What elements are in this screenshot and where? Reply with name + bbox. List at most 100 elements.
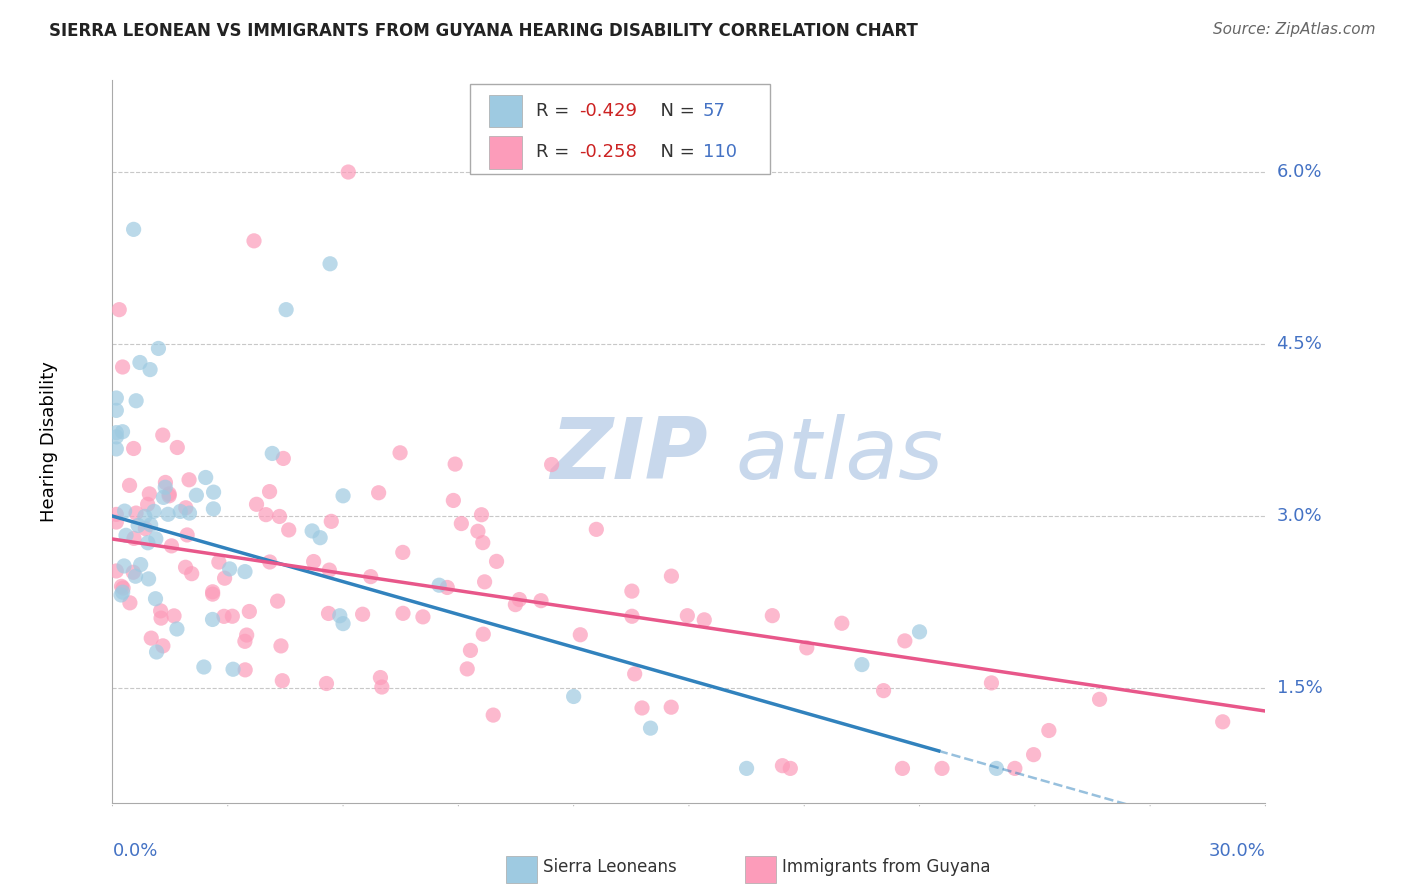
- Point: [105, 403, 128, 417]
- Text: N =: N =: [648, 144, 700, 161]
- Point: [470, 508, 492, 522]
- Point: [238, 605, 260, 619]
- Point: [392, 607, 415, 621]
- Point: [540, 458, 562, 472]
- Point: [371, 680, 394, 694]
- Point: [136, 535, 159, 549]
- Point: [110, 579, 132, 593]
- Point: [208, 555, 231, 569]
- Point: [254, 508, 277, 522]
- Text: Immigrants from Guyana: Immigrants from Guyana: [782, 858, 990, 876]
- Point: [201, 587, 224, 601]
- Point: [186, 488, 208, 502]
- Point: [352, 607, 374, 622]
- Point: [176, 528, 198, 542]
- Point: [166, 622, 188, 636]
- Point: [134, 522, 156, 536]
- Point: [152, 491, 174, 505]
- FancyBboxPatch shape: [489, 95, 522, 127]
- Point: [141, 631, 163, 645]
- Point: [508, 592, 530, 607]
- Point: [122, 442, 145, 456]
- Point: [148, 342, 170, 356]
- Point: [139, 362, 162, 376]
- Point: [831, 616, 853, 631]
- Point: [233, 634, 256, 648]
- Point: [174, 500, 197, 515]
- Point: [212, 609, 235, 624]
- Point: [661, 569, 683, 583]
- Point: [321, 514, 343, 528]
- Point: [444, 457, 467, 471]
- Point: [412, 610, 434, 624]
- Point: [105, 508, 128, 522]
- Point: [505, 598, 527, 612]
- Text: R =: R =: [536, 102, 575, 120]
- Point: [145, 645, 167, 659]
- Point: [389, 446, 412, 460]
- Point: [676, 608, 699, 623]
- Point: [136, 497, 159, 511]
- Point: [122, 532, 145, 546]
- Text: 6.0%: 6.0%: [1277, 163, 1322, 181]
- Point: [152, 428, 174, 442]
- Point: [620, 609, 643, 624]
- Point: [114, 504, 136, 518]
- Point: [450, 516, 472, 531]
- Point: [318, 607, 340, 621]
- FancyBboxPatch shape: [489, 136, 522, 169]
- Point: [105, 515, 128, 529]
- Point: [631, 701, 654, 715]
- Point: [735, 761, 758, 775]
- Point: [122, 222, 145, 236]
- Point: [129, 558, 152, 572]
- Point: [149, 604, 172, 618]
- Point: [332, 489, 354, 503]
- Point: [315, 676, 337, 690]
- Text: atlas: atlas: [735, 415, 943, 498]
- Point: [145, 532, 167, 546]
- Point: [134, 509, 156, 524]
- Point: [233, 565, 256, 579]
- Point: [337, 165, 360, 179]
- Point: [221, 609, 243, 624]
- Point: [194, 470, 217, 484]
- Point: [851, 657, 873, 672]
- Point: [467, 524, 489, 539]
- Point: [980, 676, 1002, 690]
- Point: [115, 528, 138, 542]
- Point: [202, 485, 225, 500]
- Text: 57: 57: [703, 102, 725, 120]
- Point: [105, 430, 128, 444]
- Point: [110, 588, 132, 602]
- Text: 3.0%: 3.0%: [1277, 507, 1322, 525]
- Point: [111, 585, 134, 599]
- Point: [796, 640, 818, 655]
- Point: [620, 584, 643, 599]
- Point: [150, 611, 173, 625]
- Point: [271, 673, 294, 688]
- Text: Hearing Disability: Hearing Disability: [39, 361, 58, 522]
- Text: ZIP: ZIP: [551, 415, 709, 498]
- Point: [108, 302, 131, 317]
- Point: [201, 584, 224, 599]
- Point: [441, 493, 464, 508]
- Point: [124, 569, 146, 583]
- Text: R =: R =: [536, 144, 575, 161]
- Point: [436, 581, 458, 595]
- Point: [125, 393, 148, 408]
- Point: [270, 639, 292, 653]
- Point: [235, 628, 257, 642]
- Point: [245, 497, 267, 511]
- FancyBboxPatch shape: [470, 84, 769, 174]
- Point: [1088, 692, 1111, 706]
- Point: [139, 517, 162, 532]
- Point: [623, 667, 645, 681]
- Point: [266, 594, 288, 608]
- Point: [202, 501, 225, 516]
- Point: [360, 569, 382, 583]
- Point: [273, 451, 295, 466]
- Text: 110: 110: [703, 144, 737, 161]
- Point: [218, 562, 240, 576]
- Point: [105, 391, 128, 405]
